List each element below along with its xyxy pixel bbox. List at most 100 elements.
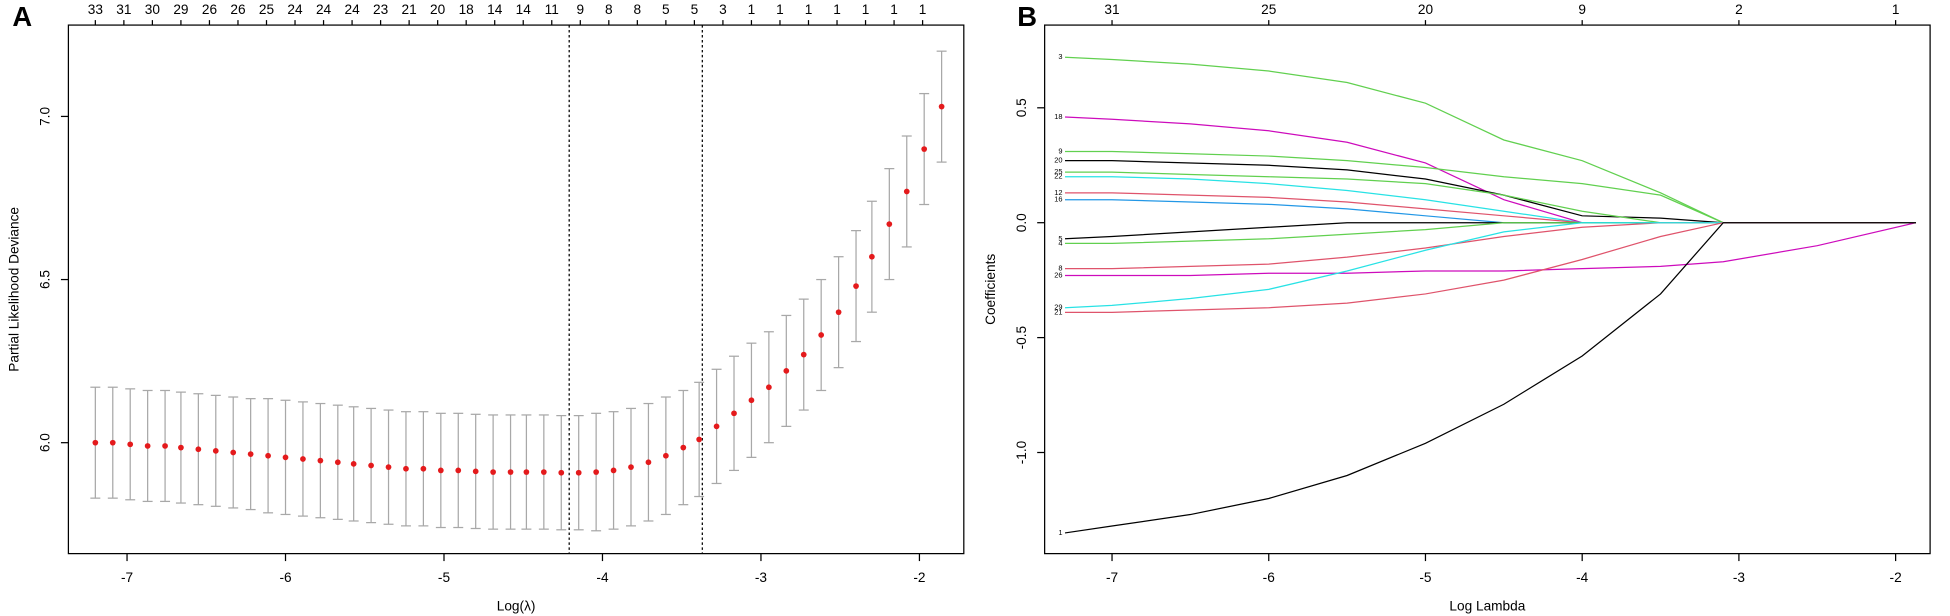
x-tick-label: -3	[1733, 570, 1745, 585]
series-label: 8	[1058, 264, 1062, 273]
series-label: 1	[1058, 528, 1062, 537]
point	[144, 443, 151, 449]
point	[558, 469, 565, 476]
point	[540, 469, 547, 475]
point	[680, 444, 687, 451]
x-tick-label: -2	[1890, 570, 1902, 585]
top-tick-label: 26	[202, 2, 217, 17]
y-tick-label: -1.0	[1014, 440, 1029, 464]
coefficient-path	[1065, 150, 1916, 224]
series-label: 20	[1054, 156, 1062, 165]
x-tick-label: -7	[121, 570, 133, 585]
point	[109, 439, 116, 446]
top-tick-label: 23	[373, 2, 388, 17]
top-tick-label: 33	[88, 2, 103, 17]
top-tick-label: 24	[316, 2, 332, 17]
y-axis-label: Coefficients	[983, 254, 998, 325]
point	[247, 451, 254, 457]
x-tick-label: -4	[1576, 570, 1589, 585]
coefficient-path	[1065, 199, 1916, 224]
point	[403, 465, 409, 472]
top-tick-label: 25	[1261, 2, 1277, 17]
coefficient-path	[1064, 56, 1916, 224]
coefficient-path	[1064, 222, 1916, 534]
point	[610, 467, 617, 474]
x-tick-label: -5	[438, 570, 451, 585]
point	[869, 253, 875, 260]
point	[921, 146, 928, 152]
top-tick-label: 1	[862, 2, 870, 17]
x-axis-label: Log(λ)	[497, 599, 536, 614]
top-tick-label: 5	[662, 2, 670, 17]
top-tick-label: 2	[1735, 2, 1743, 17]
coefficient-path	[1065, 222, 1916, 270]
point	[212, 447, 219, 454]
top-tick-label: 21	[402, 2, 417, 17]
point	[645, 459, 652, 466]
top-tick-label: 14	[487, 2, 503, 17]
coefficient-path	[1065, 192, 1916, 224]
point	[507, 469, 514, 475]
plot-box	[67, 24, 965, 555]
series-label: 25	[1054, 167, 1062, 176]
top-tick-label: 8	[605, 2, 613, 17]
y-tick-label: 0.0	[1014, 213, 1029, 232]
series-label: 9	[1058, 146, 1062, 155]
point	[350, 461, 357, 467]
panel-label: B	[1017, 1, 1037, 32]
top-tick-label: 1	[890, 2, 898, 17]
series-label: 26	[1054, 271, 1062, 280]
x-tick-label: -2	[913, 570, 925, 585]
series-label: 12	[1054, 188, 1062, 197]
point	[903, 188, 910, 195]
point	[92, 439, 99, 446]
top-tick-label: 14	[516, 2, 532, 17]
top-tick-label: 1	[776, 2, 784, 17]
coefficient-path	[1065, 176, 1916, 224]
point	[748, 397, 755, 404]
point	[437, 467, 444, 474]
top-tick-label: 3	[719, 2, 727, 17]
top-tick-label: 20	[430, 2, 446, 17]
series-label: 21	[1054, 307, 1062, 316]
top-tick-label: 30	[145, 2, 161, 17]
top-tick-label: 31	[116, 2, 131, 17]
point	[230, 449, 237, 456]
y-tick-label: 6.0	[38, 433, 53, 452]
top-tick-label: 26	[230, 2, 245, 17]
point	[162, 443, 168, 449]
top-tick-label: 8	[634, 2, 642, 17]
x-axis-label: Log Lambda	[1449, 599, 1525, 614]
x-tick-label: -5	[1419, 570, 1432, 585]
top-tick-label: 1	[748, 2, 756, 17]
top-tick-label: 9	[1578, 2, 1586, 17]
coefficient-path	[1064, 116, 1916, 224]
x-tick-label: -6	[1263, 570, 1275, 585]
series-label: 18	[1054, 112, 1062, 121]
point	[368, 462, 374, 469]
point	[195, 446, 202, 453]
top-tick-label: 5	[691, 2, 699, 17]
point	[835, 309, 842, 316]
series-label: 3	[1058, 52, 1062, 61]
coefficient-path	[1064, 222, 1916, 309]
point	[853, 283, 859, 289]
point	[713, 423, 720, 430]
point	[938, 103, 945, 110]
point	[420, 465, 427, 472]
point	[696, 436, 703, 443]
point	[455, 467, 462, 474]
top-tick-label: 1	[805, 2, 813, 17]
point	[472, 468, 479, 475]
plot-box	[1044, 24, 1931, 555]
x-tick-label: -3	[755, 570, 767, 585]
top-tick-label: 1	[833, 2, 841, 17]
x-tick-label: -7	[1106, 570, 1118, 585]
point	[523, 469, 530, 475]
point	[334, 459, 341, 466]
point	[575, 469, 582, 476]
top-tick-label: 18	[459, 2, 474, 17]
top-tick-label: 31	[1104, 2, 1119, 17]
coefficient-path	[1064, 222, 1916, 240]
